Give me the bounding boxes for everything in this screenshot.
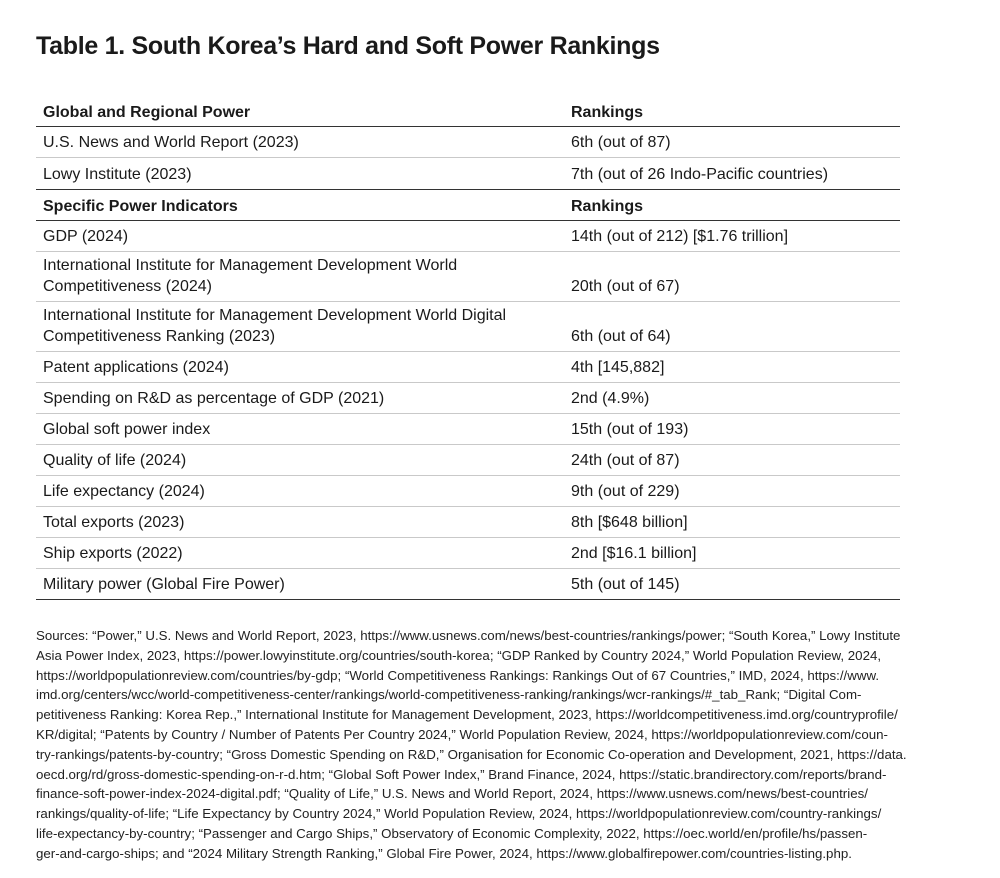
sources-note: Sources: “Power,” U.S. News and World Re… xyxy=(36,626,976,864)
header-cell: Rankings xyxy=(571,198,644,215)
sources-line: Asia Power Index, 2023, https://power.lo… xyxy=(36,647,882,663)
table-row: Total exports (2023) 8th [$648 billion] xyxy=(36,507,900,538)
ranking-cell: 6th (out of 64) xyxy=(571,328,671,345)
ranking-cell: 14th (out of 212) [$1.76 trillion] xyxy=(571,228,789,245)
header-cell: Specific Power Indicators xyxy=(43,198,238,215)
sources-line: ger-and-cargo-ships; and “2024 Military … xyxy=(36,845,852,861)
indicator-cell: Quality of life (2024) xyxy=(43,452,187,469)
ranking-cell: 2nd [$16.1 billion] xyxy=(571,545,697,562)
sources-line: petitiveness Ranking: Korea Rep.,” Inter… xyxy=(36,707,898,723)
rankings-table: Global and Regional Power Rankings U.S. … xyxy=(36,101,900,600)
sources-line: life-expectancy-by-country; “Passenger a… xyxy=(36,825,868,841)
table-row: Global soft power index 15th (out of 193) xyxy=(36,414,900,445)
ranking-cell: 15th (out of 193) xyxy=(571,421,689,438)
indicator-cell: Military power (Global Fire Power) xyxy=(43,576,285,593)
table-header-specific: Specific Power Indicators Rankings xyxy=(36,189,900,221)
ranking-cell: 9th (out of 229) xyxy=(571,483,680,500)
sources-line: KR/digital; “Patents by Country / Number… xyxy=(36,726,888,742)
indicator-cell: International Institute for Management D… xyxy=(43,307,507,345)
sources-line: oecd.org/rd/gross-domestic-spending-on-r… xyxy=(36,766,887,782)
table-row: Ship exports (2022) 2nd [$16.1 billion] xyxy=(36,538,900,569)
ranking-cell: 2nd (4.9%) xyxy=(571,390,650,407)
table-row: GDP (2024) 14th (out of 212) [$1.76 trill… xyxy=(36,221,900,252)
table-row: Quality of life (2024) 24th (out of 87) xyxy=(36,445,900,476)
indicator-cell: Global soft power index xyxy=(43,421,211,438)
indicator-cell: U.S. News and World Report (2023) xyxy=(43,134,299,151)
table-row: Military power (Global Fire Power) 5th (o… xyxy=(36,569,900,600)
ranking-cell: 7th (out of 26 Indo-Pacific countries) xyxy=(571,166,829,183)
table-row: Patent applications (2024) 4th [145,882] xyxy=(36,352,900,383)
ranking-cell: 20th (out of 67) xyxy=(571,278,680,295)
indicator-cell: Ship exports (2022) xyxy=(43,545,183,562)
indicator-cell: Lowy Institute (2023) xyxy=(43,166,192,183)
sources-line: imd.org/centers/wcc/world-competitivenes… xyxy=(36,687,862,703)
ranking-cell: 4th [145,882] xyxy=(571,359,665,376)
indicator-cell: GDP (2024) xyxy=(43,228,129,245)
sources-line: https://worldpopulationreview.com/countr… xyxy=(36,667,880,683)
header-cell: Global and Regional Power xyxy=(43,104,251,121)
table-row: U.S. News and World Report (2023) 6th (ou… xyxy=(36,127,900,158)
table-row: Spending on R&D as percentage of GDP (20… xyxy=(36,383,900,414)
sources-line: finance-soft-power-index-2024-digital.pd… xyxy=(36,786,868,802)
table-row: International Institute for Management D… xyxy=(36,302,900,352)
indicator-cell: Spending on R&D as percentage of GDP (20… xyxy=(43,390,385,407)
indicator-cell: Patent applications (2024) xyxy=(43,359,229,376)
indicator-cell: Life expectancy (2024) xyxy=(43,483,205,500)
table-row: Lowy Institute (2023) 7th (out of 26 Indo… xyxy=(36,158,900,189)
table-header-global: Global and Regional Power Rankings xyxy=(36,101,900,127)
indicator-cell: International Institute for Management D… xyxy=(43,257,458,295)
ranking-cell: 6th (out of 87) xyxy=(571,134,671,151)
ranking-cell: 24th (out of 87) xyxy=(571,452,680,469)
table-row: Life expectancy (2024) 9th (out of 229) xyxy=(36,476,900,507)
table-title: Table 1. South Korea’s Hard and Soft Pow… xyxy=(36,32,660,60)
sources-line: try-rankings/patents-by-country; “Gross … xyxy=(36,746,907,762)
table-row: International Institute for Management D… xyxy=(36,252,900,302)
sources-line: rankings/quality-of-life; “Life Expectan… xyxy=(36,806,882,822)
ranking-cell: 5th (out of 145) xyxy=(571,576,680,593)
indicator-cell: Total exports (2023) xyxy=(43,514,185,531)
sources-line: Sources: “Power,” U.S. News and World Re… xyxy=(36,628,901,643)
ranking-cell: 8th [$648 billion] xyxy=(571,514,688,531)
header-cell: Rankings xyxy=(571,104,644,121)
